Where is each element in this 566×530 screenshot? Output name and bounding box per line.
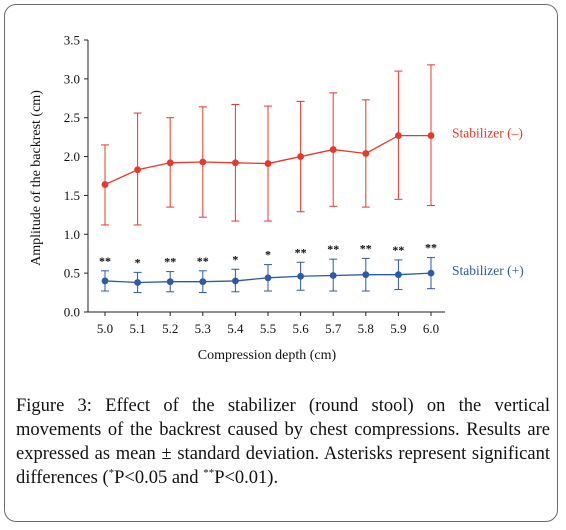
significance-marker: ** bbox=[99, 254, 111, 268]
caption-sig1-mark: * bbox=[108, 467, 115, 479]
significance-marker: ** bbox=[197, 254, 209, 268]
data-point bbox=[329, 272, 337, 279]
series-label: Stabilizer (–) bbox=[452, 126, 523, 141]
x-tick-label: 5.2 bbox=[162, 321, 178, 336]
caption-main: Figure 3: Effect of the stabilizer (roun… bbox=[16, 396, 550, 488]
significance-marker: ** bbox=[327, 242, 339, 256]
y-tick-label: 0.5 bbox=[64, 266, 80, 281]
series-1: Stabilizer (–) bbox=[101, 64, 523, 226]
x-tick-label: 5.9 bbox=[390, 321, 406, 336]
series-label: Stabilizer (+) bbox=[452, 263, 524, 278]
y-axis-label: Amplitude of the backrest (cm) bbox=[29, 90, 44, 266]
line-chart: 0.0 0.5 1.0 1.5 2.0 2.5 3.0 3.5 5.0 5.1 5.2 5.3 5.4… bbox=[29, 33, 524, 364]
y-tick-label: 3.0 bbox=[64, 71, 80, 86]
significance-marker: ** bbox=[392, 243, 404, 257]
y-tick-label: 3.5 bbox=[64, 33, 80, 48]
data-point bbox=[166, 159, 174, 167]
x-tick-label: 5.8 bbox=[358, 321, 374, 336]
data-point bbox=[232, 159, 239, 167]
data-point bbox=[232, 277, 239, 285]
figure-frame bbox=[4, 4, 558, 522]
data-point bbox=[297, 272, 304, 280]
plot-area: Stabilizer (–)Stabilizer (+)** * ** ** * * ** *… bbox=[99, 64, 524, 294]
data-point bbox=[297, 153, 304, 160]
data-point bbox=[134, 166, 142, 174]
significance-marker: ** bbox=[295, 245, 307, 259]
y-tick-label: 1.5 bbox=[64, 188, 80, 203]
x-tick-label: 6.0 bbox=[423, 321, 439, 336]
x-tick-label: 5.3 bbox=[195, 321, 211, 336]
x-tick-label: 5.0 bbox=[97, 321, 113, 336]
caption-sig1-text: P<0.05 and bbox=[114, 468, 204, 488]
data-point bbox=[199, 278, 207, 286]
data-point bbox=[395, 271, 402, 279]
data-point bbox=[427, 269, 435, 277]
data-point bbox=[101, 277, 109, 285]
caption-sig2-text: P<0.01). bbox=[214, 468, 279, 488]
data-point bbox=[134, 279, 142, 286]
significance-marker: ** bbox=[360, 241, 372, 255]
significance-marker: * bbox=[232, 252, 238, 266]
x-tick-label: 5.1 bbox=[129, 321, 145, 336]
data-point bbox=[264, 274, 272, 282]
data-point bbox=[166, 278, 174, 286]
caption-sig2-mark: ** bbox=[203, 467, 215, 479]
series-2: Stabilizer (+) bbox=[101, 257, 524, 294]
y-tick-label: 0.0 bbox=[64, 305, 80, 320]
figure-caption: Figure 3: Effect of the stabilizer (roun… bbox=[16, 394, 550, 490]
x-axis: 5.0 5.1 5.2 5.3 5.4 5.5 5.6 5.7 5.8 5.9 6.0 bbox=[88, 311, 445, 336]
x-tick-label: 5.6 bbox=[292, 321, 309, 336]
significance-marker: * bbox=[135, 255, 141, 269]
y-tick-label: 2.0 bbox=[64, 149, 80, 164]
data-point bbox=[264, 160, 272, 167]
data-point bbox=[395, 132, 402, 139]
data-point bbox=[362, 150, 370, 157]
y-axis: 0.0 0.5 1.0 1.5 2.0 2.5 3.0 3.5 bbox=[64, 33, 89, 320]
y-tick-label: 2.5 bbox=[64, 110, 80, 125]
data-point bbox=[199, 158, 207, 166]
significance-marker: ** bbox=[425, 241, 437, 255]
x-axis-label: Compression depth (cm) bbox=[198, 348, 337, 363]
significance-marker: ** bbox=[164, 255, 176, 269]
y-tick-label: 1.0 bbox=[64, 227, 80, 242]
data-point bbox=[329, 146, 337, 153]
data-point bbox=[101, 181, 109, 188]
significance-marker: * bbox=[265, 248, 271, 262]
data-point bbox=[427, 132, 435, 139]
x-tick-label: 5.4 bbox=[227, 321, 244, 336]
data-point bbox=[362, 271, 370, 279]
x-tick-label: 5.7 bbox=[325, 321, 342, 336]
x-tick-label: 5.5 bbox=[260, 321, 276, 336]
